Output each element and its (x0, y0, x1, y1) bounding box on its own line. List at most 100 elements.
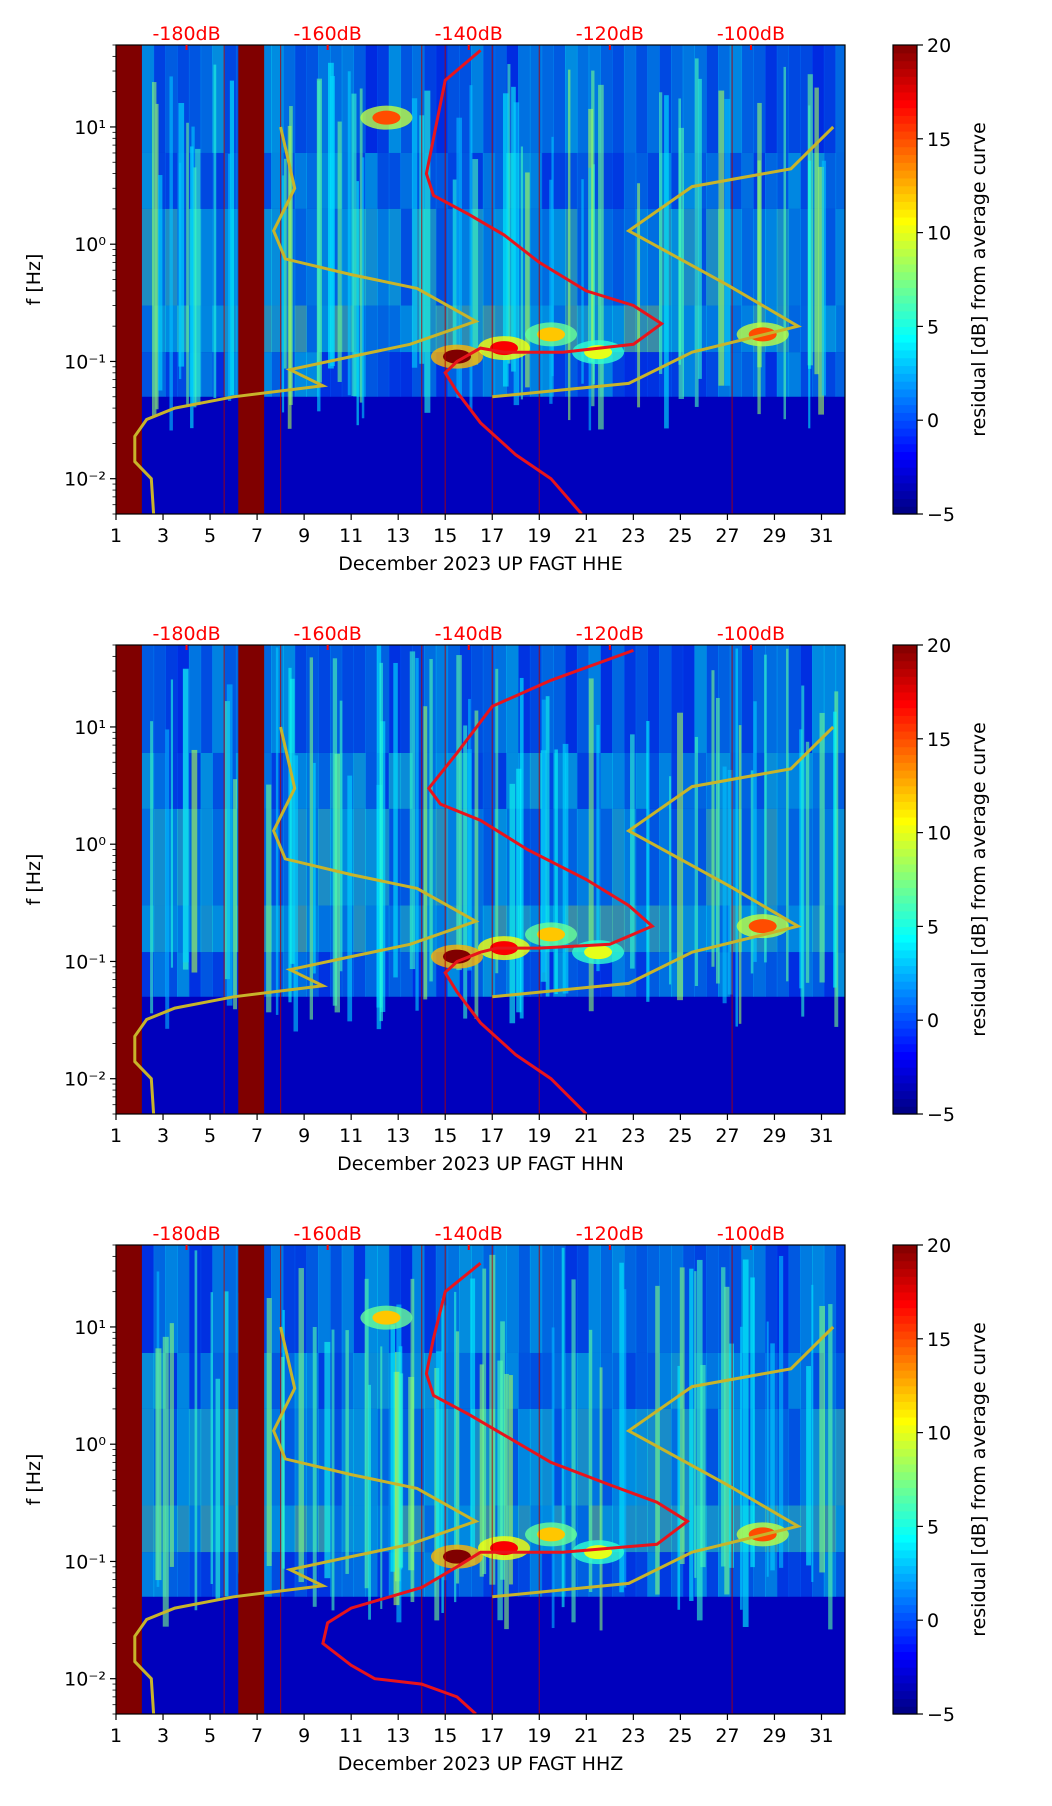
heatmap-cell (718, 645, 731, 753)
heatmap-streak (700, 1365, 706, 1568)
heatmap-cell (482, 45, 496, 153)
heatmap-cell (835, 1552, 845, 1597)
colorbar-segment (893, 754, 917, 763)
heatmap-cell (400, 208, 413, 306)
db-scale-label: -140dB (435, 1223, 503, 1245)
heatmap-streak (390, 1324, 396, 1572)
heatmap-cell (600, 1352, 613, 1409)
colorbar-segment (893, 381, 917, 390)
heatmap-cell (576, 1505, 590, 1553)
heatmap-cell (682, 645, 695, 753)
heatmap-streak (646, 720, 650, 1002)
heatmap-cell (447, 1245, 460, 1353)
colorbar-segment (893, 1004, 917, 1013)
colorbar-segment (893, 1674, 917, 1684)
heatmap-streak (170, 679, 174, 968)
heatmap-cell (729, 152, 743, 209)
colorbar-segment (893, 762, 917, 771)
colorbar-segment (893, 770, 917, 779)
heatmap-cell (529, 645, 543, 753)
heatmap-streak (482, 1268, 487, 1575)
colorbar-tick-label: 20 (927, 35, 951, 57)
heatmap-cell (388, 45, 402, 153)
heatmap-cell (600, 1245, 613, 1353)
heatmap-streak (764, 654, 767, 963)
colorbar-label: residual [dB] from average curve (968, 722, 990, 1037)
colorbar-tick-label: 15 (927, 729, 951, 751)
colorbar-segment (893, 365, 917, 374)
colorbar-segment (893, 302, 917, 312)
colorbar-segment (893, 1651, 917, 1660)
colorbar-segment (893, 1252, 917, 1262)
heatmap-cell (694, 645, 707, 753)
heatmap-cell (576, 1245, 590, 1353)
heatmap-cell (471, 45, 484, 153)
heatmap-cell (659, 645, 672, 753)
colorbar-segment (893, 1051, 917, 1060)
colorbar-segment (893, 1245, 917, 1254)
heatmap-streak (280, 1356, 285, 1591)
heatmap-cell (529, 1552, 543, 1597)
db-scale-label: -100dB (717, 623, 785, 645)
heatmap-streak (828, 1304, 833, 1630)
heatmap-cell (541, 1352, 554, 1409)
colorbar-segment (893, 777, 917, 787)
heatmap-cell (529, 152, 543, 209)
colorbar-segment (893, 170, 917, 179)
heatmap-streak (393, 1371, 400, 1606)
colorbar-segment (893, 1020, 917, 1029)
heatmap-streak (814, 87, 819, 375)
heatmap-streak (502, 93, 509, 387)
colorbar-segment (893, 699, 917, 709)
colorbar-segment (893, 1276, 917, 1285)
heatmap-cell (835, 952, 845, 997)
heatmap-cell (565, 45, 578, 153)
heatmap-cell (153, 952, 166, 997)
colorbar-segment (893, 965, 917, 974)
heatmap-streak (805, 741, 810, 983)
data-gap (116, 1245, 142, 1714)
heatmap-cell (553, 352, 566, 397)
heatmap-streak (507, 64, 511, 364)
heatmap-cell (753, 1245, 766, 1353)
heatmap-cell (553, 645, 566, 753)
colorbar-segment (893, 482, 917, 492)
heatmap-streak (233, 779, 238, 1010)
x-tick-label: 7 (251, 525, 263, 547)
colorbar-segment (893, 342, 917, 351)
colorbar-segment (893, 1510, 917, 1520)
heatmap-streak (678, 98, 682, 365)
data-gap (116, 45, 142, 514)
heatmap-cell (823, 45, 837, 153)
x-tick-label: 5 (204, 525, 216, 547)
heatmap-cell (318, 645, 331, 753)
heatmap-streak (724, 98, 731, 386)
x-tick-label: 21 (574, 525, 598, 547)
colorbar-segment (893, 1635, 917, 1645)
colorbar-segment (893, 856, 917, 865)
heatmap-streak (549, 179, 553, 404)
colorbar-segment (893, 334, 917, 343)
heatmap-cell (377, 352, 390, 397)
heatmap-streak (226, 684, 233, 1006)
colorbar-segment (893, 326, 917, 335)
spectrogram-panel-3: 1 3 5 7 9 11 13 15 17 19 21 23 25 27 29 3110⁻²10⁻¹10⁰10… (23, 1223, 990, 1775)
heatmap-streak (411, 98, 418, 368)
colorbar-tick-label: 20 (927, 635, 951, 657)
heatmap-streak (380, 1346, 383, 1609)
x-tick-label: 11 (339, 1125, 363, 1147)
heatmap-streak (770, 1343, 775, 1571)
heatmap-cell (647, 752, 660, 809)
heatmap-cell (635, 645, 648, 753)
heatmap-streak (819, 712, 825, 983)
heatmap-cell (706, 352, 719, 397)
colorbar-tick-label: 5 (927, 1516, 939, 1538)
heatmap-streak (266, 1298, 272, 1566)
colorbar-segment (893, 1424, 917, 1434)
heatmap-streak (519, 677, 524, 1019)
heatmap-cell (788, 905, 801, 953)
x-axis-label: December 2023 UP FAGT HHE (338, 553, 622, 575)
heatmap-cell (788, 208, 801, 306)
x-tick-label: 13 (386, 1725, 410, 1747)
heatmap-cell (741, 45, 754, 153)
